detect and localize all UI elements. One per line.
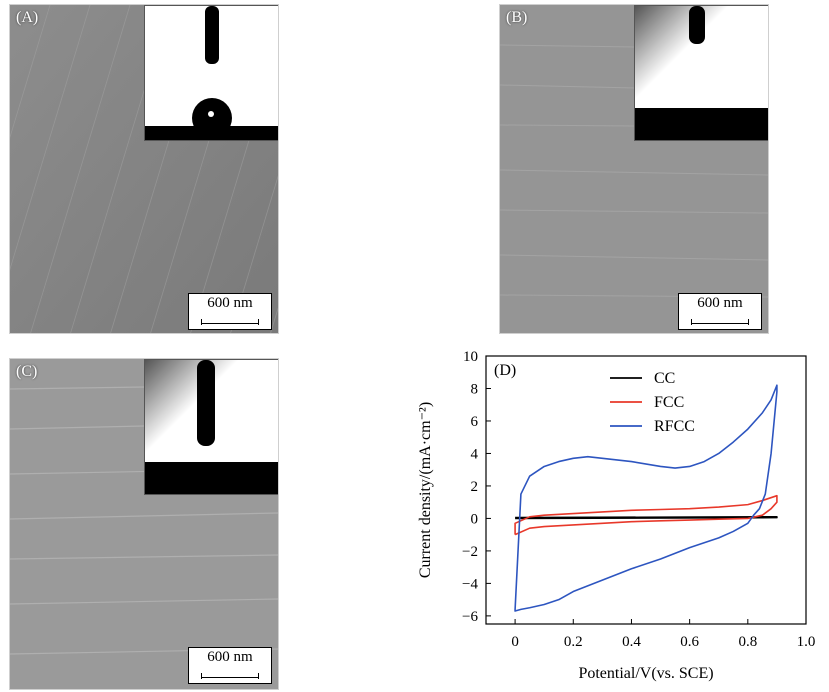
y-tick-label: −6 xyxy=(462,609,478,625)
contact-angle-inset-a xyxy=(144,5,278,141)
x-axis-label: Potential/V(vs. SCE) xyxy=(578,665,713,682)
legend-label-cc: CC xyxy=(654,370,675,387)
scale-bar-label-a: 600 nm xyxy=(207,295,253,311)
y-tick-label: 6 xyxy=(471,414,479,430)
contact-angle-inset-c xyxy=(144,359,278,495)
x-tick-label: 0.6 xyxy=(680,634,699,650)
sem-panel-b: (B) 600 nm xyxy=(499,4,769,334)
scale-bar-label-c: 600 nm xyxy=(207,649,253,665)
plot-frame xyxy=(485,355,807,625)
series-line-cc xyxy=(515,516,778,520)
panel-label-a: (A) xyxy=(16,9,39,26)
droplet-image-a xyxy=(145,6,278,140)
droplet-image-c xyxy=(145,360,278,494)
scale-bar-b: 600 nm xyxy=(678,293,762,330)
cv-chart: 0 0.2 0.4 0.6 0.8 1.0 −6 −4 −2 0 2 4 6 8 10 Potential/V… xyxy=(417,349,816,682)
x-tick-label: 0.2 xyxy=(564,634,583,650)
y-tick-label: 10 xyxy=(463,349,478,365)
y-tick-label: 8 xyxy=(471,381,479,397)
series-line-rfcc xyxy=(514,384,778,612)
y-tick-label: −4 xyxy=(462,576,478,592)
series-line-fcc xyxy=(514,494,778,536)
y-tick-label: 2 xyxy=(471,479,479,495)
x-tick-label: 0.8 xyxy=(738,634,757,650)
panel-label-d: (D) xyxy=(494,362,516,379)
x-tick-label: 1.0 xyxy=(797,634,816,650)
sem-panel-c: (C) 600 nm xyxy=(9,358,279,690)
scale-bar-c: 600 nm xyxy=(188,647,272,684)
legend-label-rfcc: RFCC xyxy=(654,418,695,435)
sem-panel-a: (A) 600 nm xyxy=(9,4,279,334)
y-tick-label: 4 xyxy=(471,446,479,462)
contact-angle-inset-b xyxy=(634,5,768,141)
x-tick-label: 0.4 xyxy=(622,634,641,650)
y-tick-label: −2 xyxy=(462,544,478,560)
panel-label-c: (C) xyxy=(16,363,38,380)
x-tick-label: 0 xyxy=(511,634,519,650)
scale-bar-label-b: 600 nm xyxy=(697,295,743,311)
y-axis-label: Current density/(mA·cm⁻²) xyxy=(417,402,434,578)
y-tick-label: 0 xyxy=(471,511,479,527)
legend-label-fcc: FCC xyxy=(654,394,684,411)
panel-label-b: (B) xyxy=(506,9,528,26)
scale-bar-a: 600 nm xyxy=(188,293,272,330)
droplet-image-b xyxy=(635,6,768,140)
